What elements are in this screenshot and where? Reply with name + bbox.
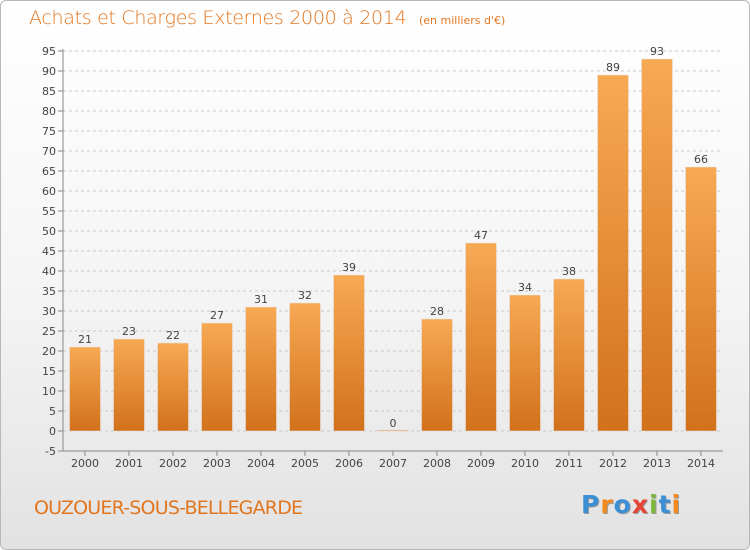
value-label-2011: 38 — [562, 265, 576, 278]
logo-letter: o — [613, 490, 632, 519]
chart-title: Achats et Charges Externes 2000 à 2014 — [29, 7, 407, 29]
y-tick-label: 30 — [42, 305, 56, 318]
bar-2007 — [377, 429, 409, 432]
value-label-2001: 23 — [122, 325, 136, 338]
y-tick-label: 10 — [42, 385, 56, 398]
proxiti-logo: Proxiti — [581, 490, 681, 519]
bar-2010 — [509, 294, 541, 432]
y-tick-label: 80 — [42, 105, 56, 118]
bar-2003 — [201, 322, 233, 432]
logo-letter: t — [658, 490, 672, 519]
logo-letter: i — [671, 490, 682, 519]
value-label-2003: 27 — [210, 309, 224, 322]
commune-name: OUZOUER-SOUS-BELLEGARDE — [34, 497, 303, 519]
bar-2002 — [157, 342, 189, 432]
y-tick-label: -5 — [45, 445, 56, 458]
bar-2012 — [597, 74, 629, 432]
value-label-2005: 32 — [298, 289, 312, 302]
y-tick-label: 60 — [42, 185, 56, 198]
bar-2011 — [553, 278, 585, 432]
x-tick-label-2012: 2012 — [599, 457, 627, 470]
x-tick-label-2004: 2004 — [247, 457, 275, 470]
bar-2006 — [333, 274, 365, 432]
value-label-2012: 89 — [606, 61, 620, 74]
y-tick-label: 25 — [42, 325, 56, 338]
y-tick-label: 65 — [42, 165, 56, 178]
bar-2008 — [421, 318, 453, 432]
y-tick-label: 15 — [42, 365, 56, 378]
bar-2009 — [465, 242, 497, 432]
logo-letter: x — [631, 490, 649, 519]
y-tick-label: 85 — [42, 85, 56, 98]
labels: 21 23 22 27 31 32 39 0 28 47 34 38 89 93 66 — [78, 45, 708, 430]
x-tick-label-2014: 2014 — [687, 457, 715, 470]
x-tick-label-2007: 2007 — [379, 457, 407, 470]
bar-2014 — [685, 166, 717, 432]
y-tick-label: 55 — [42, 205, 56, 218]
bar-2001 — [113, 338, 145, 432]
value-label-2009: 47 — [474, 229, 488, 242]
bars — [69, 58, 717, 432]
chart-unit: (en milliers d'€) — [419, 14, 506, 27]
axes: -5 0 5 10 15 20 25 30 35 40 45 50 55 60 65 70 75 80 85 90 95… — [42, 45, 723, 470]
y-tick-label: 70 — [42, 145, 56, 158]
x-tick-label-2011: 2011 — [555, 457, 583, 470]
y-tick-label: 90 — [42, 65, 56, 78]
x-tick-label-2001: 2001 — [115, 457, 143, 470]
value-label-2010: 34 — [518, 281, 532, 294]
x-tick-label-2000: 2000 — [71, 457, 99, 470]
y-tick-label: 75 — [42, 125, 56, 138]
bar-2013 — [641, 58, 673, 432]
logo-letter: r — [600, 490, 614, 519]
y-tick-label: 95 — [42, 45, 56, 58]
y-tick-label: 35 — [42, 285, 56, 298]
value-label-2006: 39 — [342, 261, 356, 274]
x-tick-label-2013: 2013 — [643, 457, 671, 470]
x-tick-label-2005: 2005 — [291, 457, 319, 470]
x-tick-label-2002: 2002 — [159, 457, 187, 470]
logo-letter: P — [581, 490, 601, 519]
x-tick-label-2009: 2009 — [467, 457, 495, 470]
logo-letter: i — [649, 490, 659, 519]
x-tick-label-2003: 2003 — [203, 457, 231, 470]
y-tick-label: 20 — [42, 345, 56, 358]
x-tick-label-2010: 2010 — [511, 457, 539, 470]
value-label-2002: 22 — [166, 329, 180, 342]
bar-2004 — [245, 306, 277, 432]
bar-2005 — [289, 302, 321, 432]
value-label-2000: 21 — [78, 333, 92, 346]
value-label-2004: 31 — [254, 293, 268, 306]
value-label-2007: 0 — [390, 417, 397, 430]
y-tick-label: 40 — [42, 265, 56, 278]
value-label-2008: 28 — [430, 305, 444, 318]
value-label-2013: 93 — [650, 45, 664, 58]
y-tick-label: 45 — [42, 245, 56, 258]
value-label-2014: 66 — [694, 153, 708, 166]
x-tick-label-2008: 2008 — [423, 457, 451, 470]
x-tick-label-2006: 2006 — [335, 457, 363, 470]
y-tick-label: 0 — [49, 425, 56, 438]
y-tick-label: 5 — [49, 405, 56, 418]
bar-2000 — [69, 346, 101, 432]
y-tick-label: 50 — [42, 225, 56, 238]
